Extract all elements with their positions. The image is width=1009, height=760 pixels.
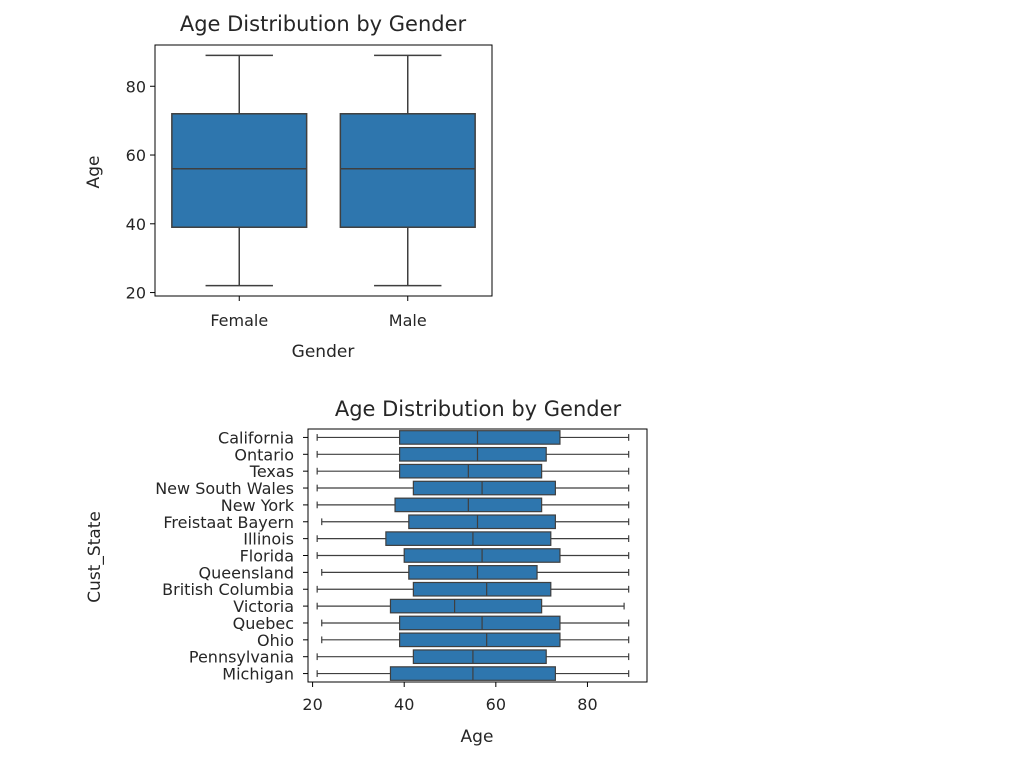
y-tick-label-illinois: Illinois [243, 530, 294, 549]
chart2-title: Age Distribution by Gender [335, 397, 622, 421]
y-tick-label-freistaat-bayern: Freistaat Bayern [163, 513, 294, 532]
box-new-south-wales [412, 480, 556, 496]
y-tick-label-california: California [218, 428, 294, 447]
box-quebec [399, 615, 561, 631]
chart1-xlabel: Gender [292, 342, 355, 362]
box-ontario [399, 446, 547, 462]
box-freistaat-bayern [408, 514, 556, 530]
y-tick-label: 40 [126, 215, 146, 234]
box-texas [399, 463, 543, 479]
y-tick-label-victoria: Victoria [233, 597, 294, 616]
box-california [399, 430, 561, 445]
box-victoria [389, 598, 543, 614]
box-british-columbia [412, 581, 552, 597]
y-tick-label-texas: Texas [249, 462, 294, 481]
box-pennsylvania [412, 649, 547, 665]
chart1-title: Age Distribution by Gender [180, 12, 467, 36]
x-tick-label: 20 [302, 695, 322, 714]
y-tick-label-ontario: Ontario [234, 445, 294, 464]
y-tick-label-new-south-wales: New South Wales [155, 479, 294, 498]
chart2-plot-frame [307, 428, 648, 683]
box-male [339, 113, 476, 228]
y-tick-label-british-columbia: British Columbia [162, 580, 294, 599]
y-tick-label: 60 [126, 146, 146, 165]
y-tick-label-florida: Florida [240, 547, 294, 566]
gender-boxplot-chart: Age Distribution by Gender Age Gender 20… [84, 12, 493, 362]
chart2-ylabel: Cust_State [85, 511, 105, 603]
y-tick-label: 20 [126, 284, 146, 303]
state-boxplot-chart: Age Distribution by Gender Cust_State Ag… [85, 397, 648, 747]
box-queensland [408, 565, 538, 580]
chart1-ylabel: Age [84, 156, 104, 189]
chart2-xlabel: Age [461, 727, 494, 747]
y-tick-label: 80 [126, 77, 146, 96]
y-tick-label-ohio: Ohio [257, 631, 294, 650]
y-tick-label-pennsylvania: Pennsylvania [189, 648, 294, 667]
x-tick-label-male: Male [389, 311, 427, 330]
y-tick-label-quebec: Quebec [233, 614, 294, 633]
box-illinois [385, 531, 552, 546]
y-tick-label-queensland: Queensland [199, 563, 294, 582]
x-tick-label-female: Female [210, 311, 268, 330]
x-tick-label: 80 [577, 695, 597, 714]
chart1-plot-frame [154, 44, 493, 297]
x-tick-label: 40 [394, 695, 414, 714]
x-tick-label: 60 [486, 695, 506, 714]
box-female [171, 113, 308, 228]
y-tick-label-new-york: New York [221, 496, 295, 515]
box-ohio [399, 632, 561, 648]
y-tick-label-michigan: Michigan [222, 665, 294, 684]
